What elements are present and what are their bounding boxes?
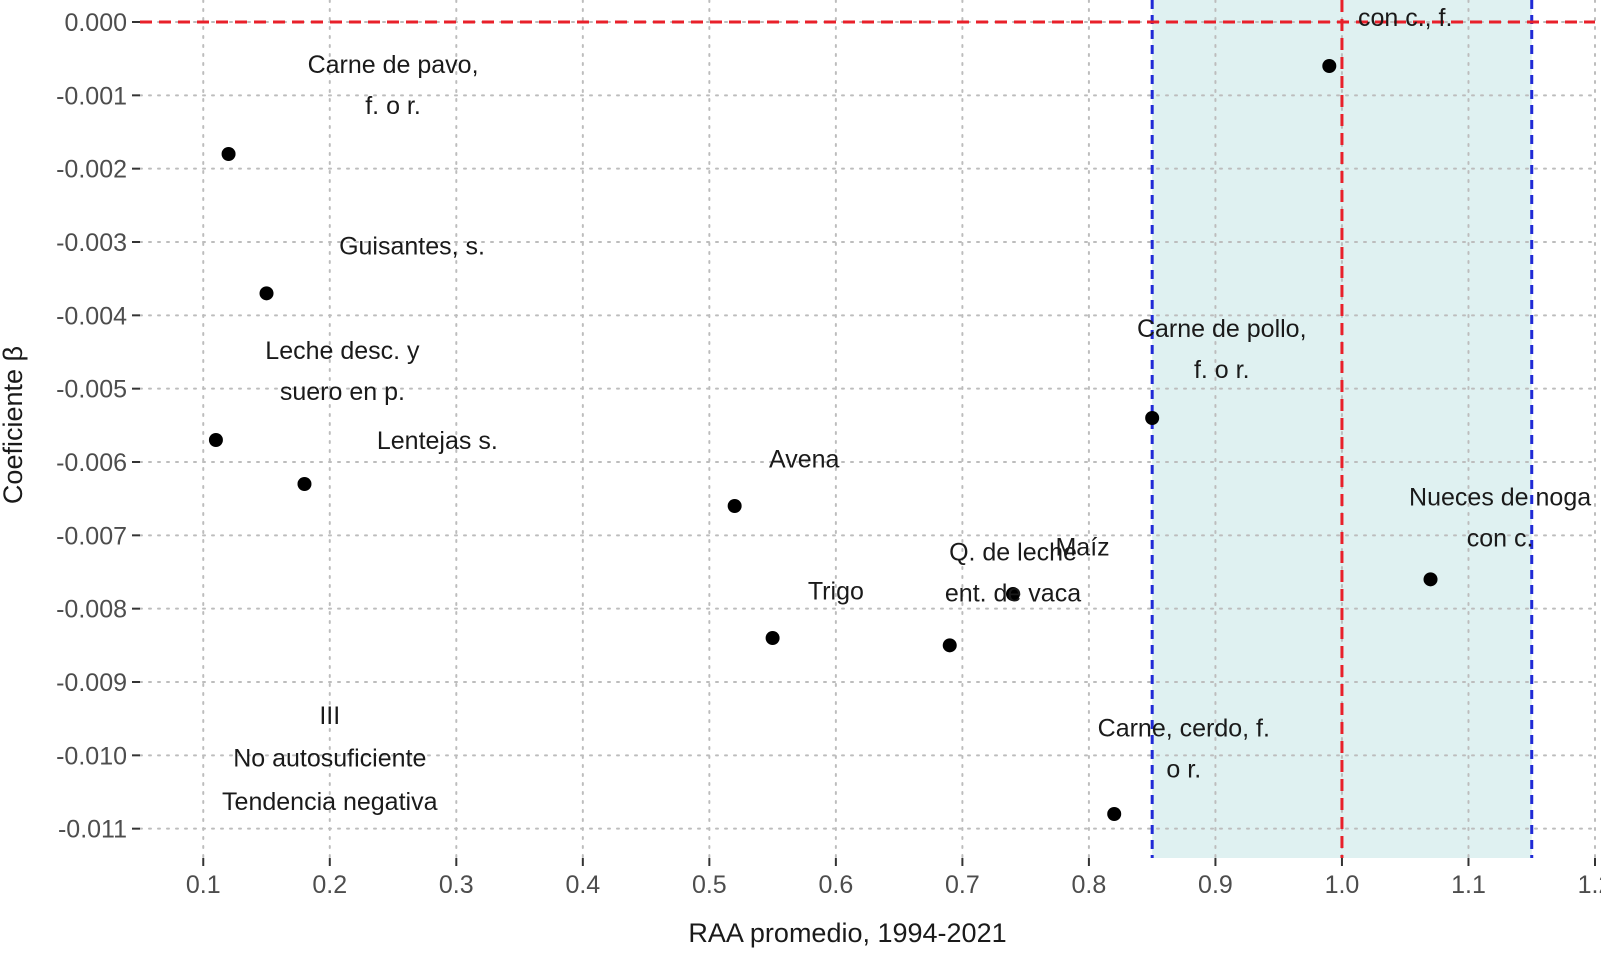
y-tick-label: -0.008	[56, 596, 127, 624]
quadrant-annotation: No autosuficiente	[233, 745, 426, 773]
data-point	[942, 638, 957, 653]
point-label: con c., f.	[1358, 4, 1452, 32]
point-label: Trigo	[808, 577, 864, 605]
data-point	[1423, 572, 1438, 587]
point-label: Leche desc. y	[265, 337, 420, 365]
point-label: Carne, cerdo, f.	[1098, 715, 1270, 743]
data-point	[297, 477, 312, 491]
point-label: Carne de pavo,	[308, 51, 479, 79]
data-point	[765, 631, 780, 645]
x-tick-label: 0.1	[186, 871, 221, 899]
point-label: ent. de vaca	[945, 580, 1081, 608]
data-point	[1107, 807, 1122, 821]
x-tick-label: 0.4	[565, 871, 600, 899]
point-label: f. o r.	[1194, 356, 1250, 384]
quadrant-annotation: III	[319, 702, 340, 730]
y-tick-label: -0.009	[56, 669, 127, 697]
point-label: con c.	[1467, 525, 1534, 553]
y-tick-label: -0.001	[56, 82, 127, 110]
y-tick-label: -0.011	[58, 816, 127, 844]
x-tick-label: 0.5	[692, 871, 727, 899]
reference-lines-layer	[140, 0, 1595, 858]
data-point	[221, 147, 236, 161]
point-label: Avena	[769, 445, 840, 473]
point-label: f. o r.	[365, 92, 421, 120]
data-point	[1145, 411, 1160, 425]
labels-layer: Carne de pavo, f. o r. Guisantes, s. Leche …	[222, 4, 1591, 816]
x-axis-title: RAA promedio, 1994-2021	[688, 918, 1006, 948]
x-tick-label: 0.7	[945, 871, 980, 899]
data-point	[727, 499, 742, 513]
data-point	[1322, 59, 1337, 73]
axes-layer: 0.000 -0.001 -0.002 -0.003 -0.004 -0.005 -0.00…	[56, 9, 1601, 899]
x-tick-label: 1.1	[1451, 871, 1486, 899]
x-tick-label: 0.2	[312, 871, 347, 899]
y-tick-label: -0.003	[56, 229, 127, 257]
point-label: o r.	[1166, 756, 1201, 784]
point-label: Carne de pollo,	[1137, 315, 1307, 343]
x-tick-label: 1.0	[1325, 871, 1360, 899]
x-tick-label: 1.2	[1578, 871, 1601, 899]
y-tick-label: -0.002	[56, 156, 127, 184]
point-label: Nueces de noga	[1409, 484, 1591, 512]
y-tick-label: 0.000	[64, 9, 127, 37]
y-axis-title: Coeficiente β	[0, 346, 28, 504]
data-point	[1006, 587, 1020, 601]
y-tick-label: -0.005	[56, 376, 127, 404]
x-tick-label: 0.3	[439, 871, 474, 899]
y-tick-label: -0.007	[56, 522, 127, 550]
quadrant-annotation: Tendencia negativa	[222, 788, 438, 816]
data-point	[208, 433, 223, 447]
point-label: Guisantes, s.	[339, 233, 485, 261]
points-layer	[208, 59, 1438, 821]
x-tick-label: 0.6	[818, 871, 853, 899]
x-tick-label: 0.8	[1072, 871, 1107, 899]
point-label: Q. de leche	[949, 539, 1077, 567]
point-label: Lentejas s.	[377, 427, 498, 455]
point-label: suero en p.	[280, 378, 405, 406]
y-tick-label: -0.010	[56, 742, 127, 770]
x-tick-label: 0.9	[1198, 871, 1233, 899]
y-tick-label: -0.004	[56, 302, 127, 330]
data-point	[259, 286, 274, 301]
point-label: Maíz	[1055, 533, 1109, 561]
y-tick-label: -0.006	[56, 449, 127, 477]
